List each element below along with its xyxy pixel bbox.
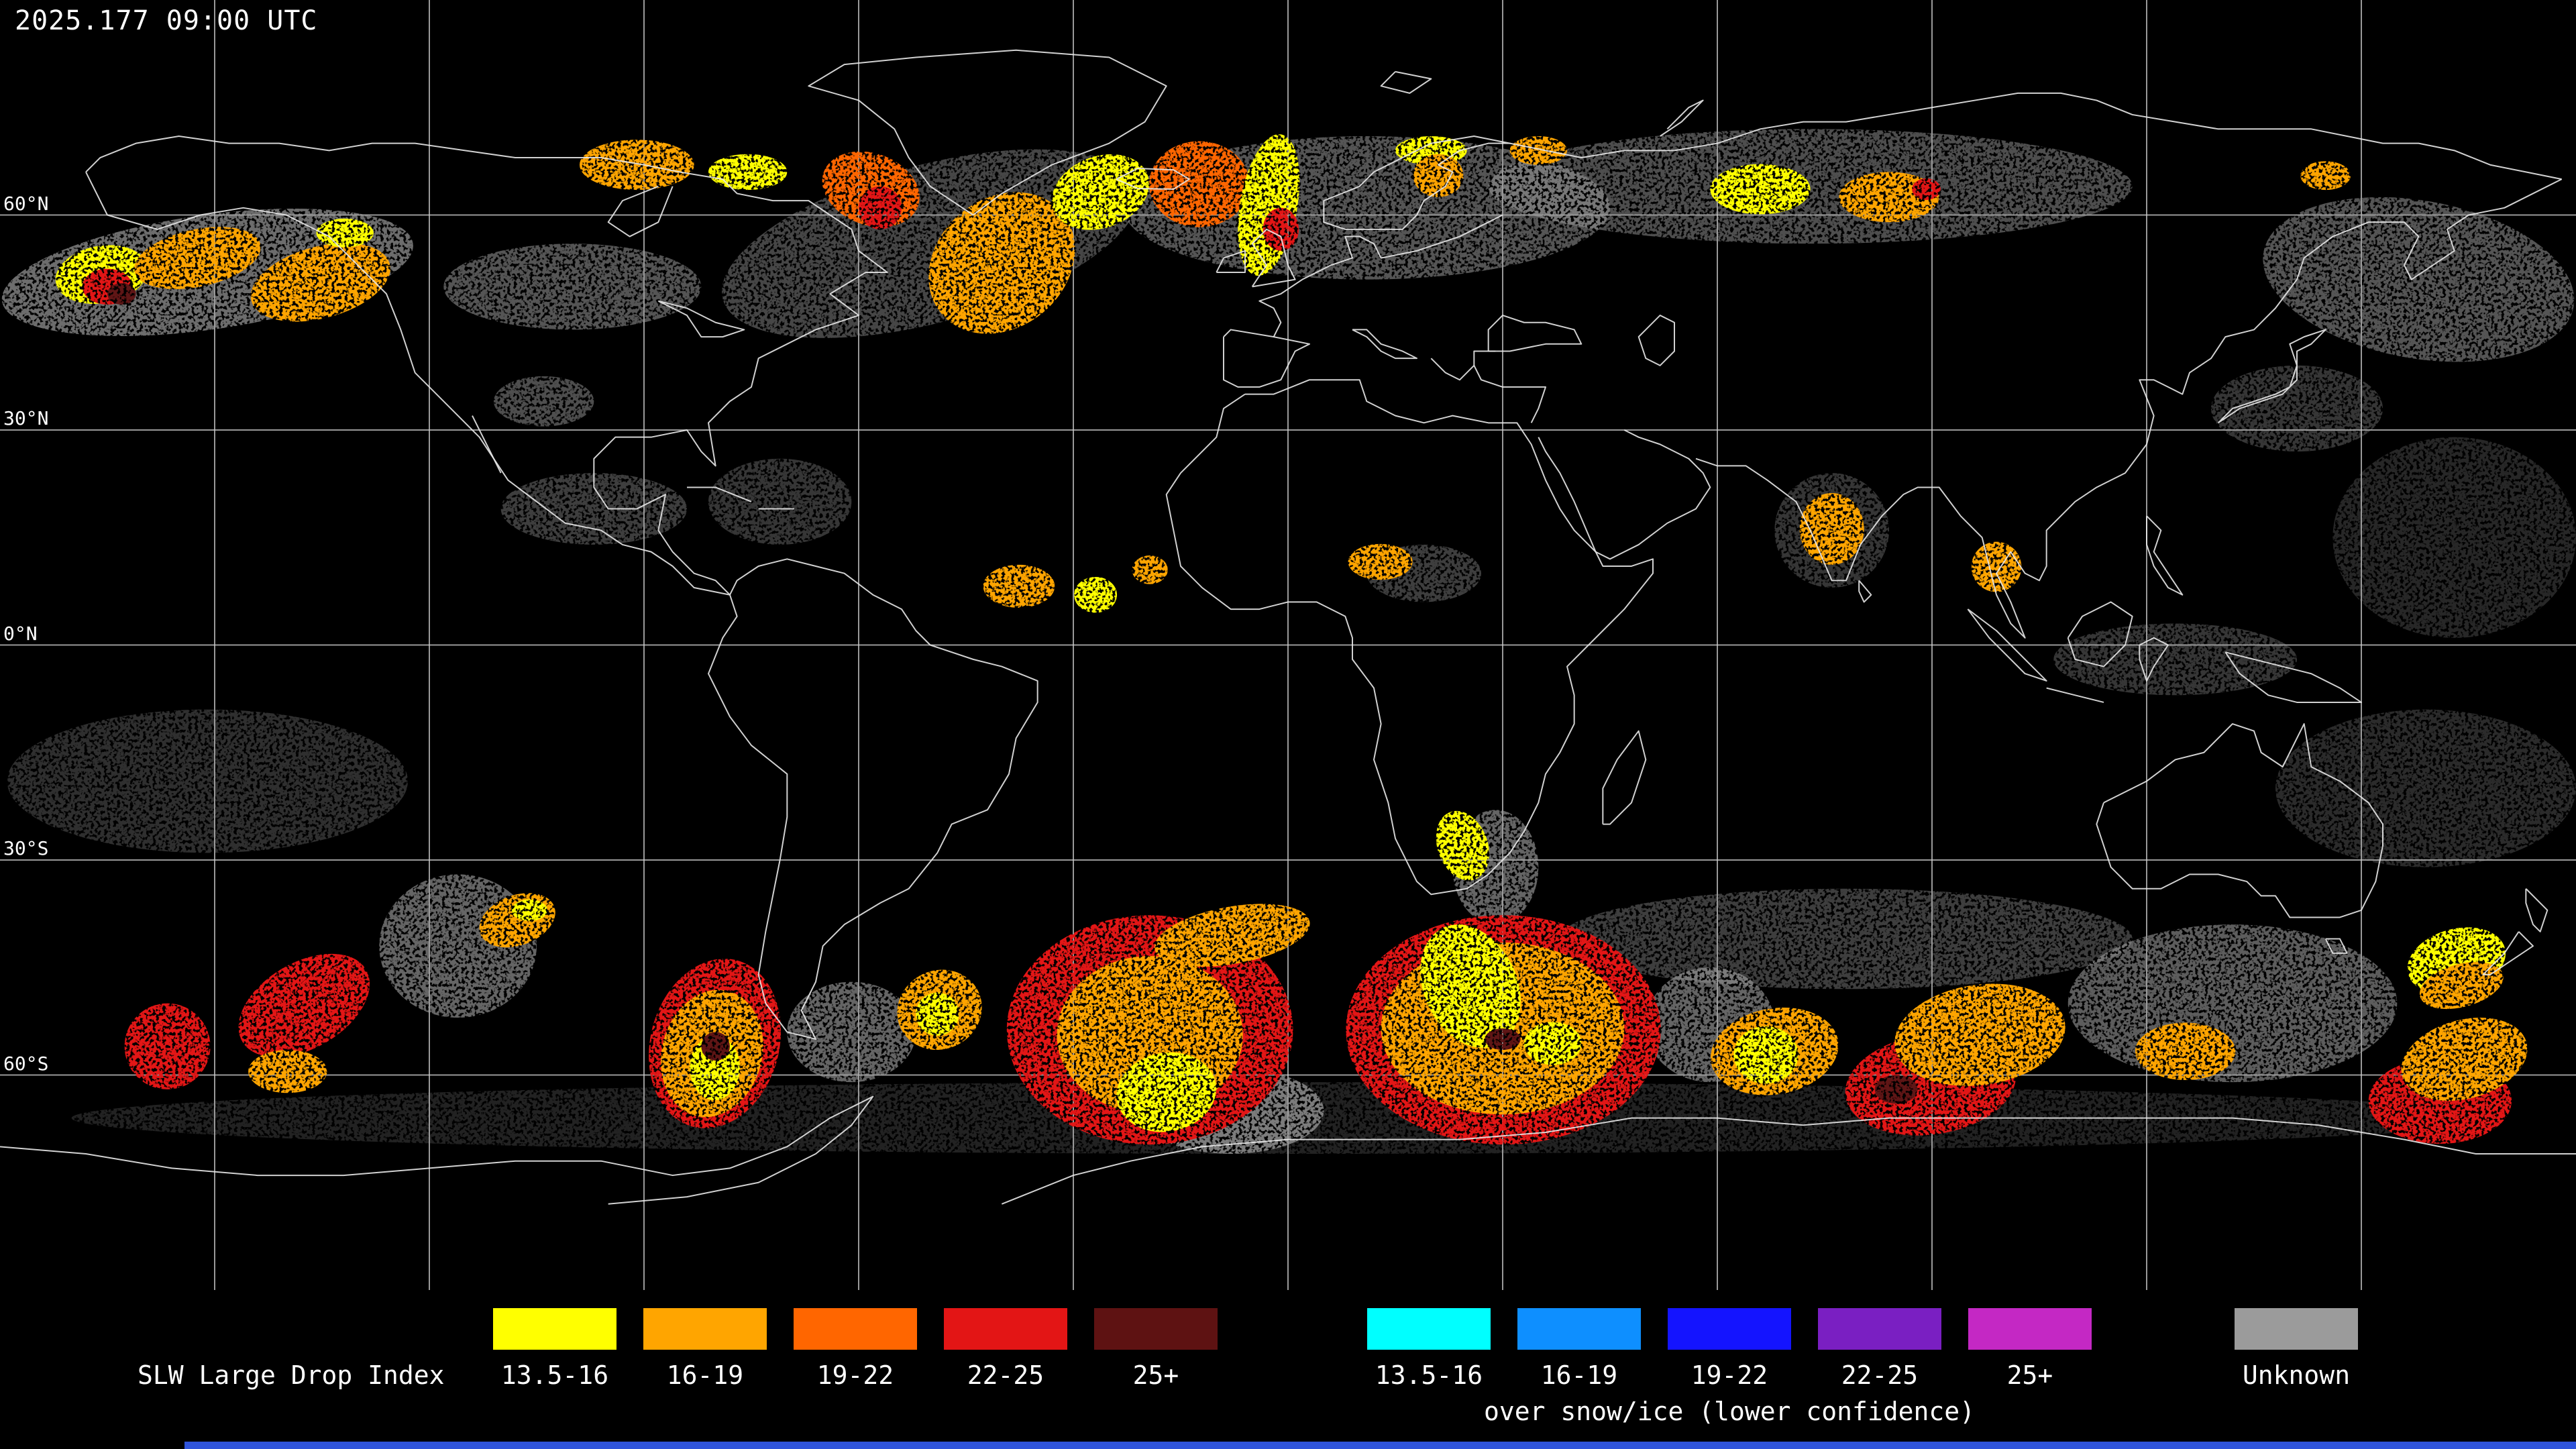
legend: SLW Large Drop Index 13.5-16 16-19 19-22 22… [0, 1290, 2576, 1449]
legend-bins-normal: 13.5-16 16-19 19-22 22-25 25+ [493, 1308, 1218, 1390]
legend-ice-swatch [1818, 1308, 1941, 1350]
bottom-bar [184, 1442, 2576, 1449]
legend-label: 22-25 [967, 1360, 1044, 1390]
timestamp: 2025.177 09:00 UTC [15, 5, 318, 36]
legend-ice-label: 16-19 [1540, 1360, 1618, 1390]
legend-ice-label: 13.5-16 [1375, 1360, 1483, 1390]
legend-bins-snow-ice: 13.5-16 16-19 19-22 22-25 25+ [1367, 1308, 2092, 1390]
legend-ice-bin: 22-25 [1818, 1308, 1941, 1390]
legend-bin: 13.5-16 [493, 1308, 616, 1390]
legend-bin: 22-25 [944, 1308, 1067, 1390]
legend-ice-label: 22-25 [1841, 1360, 1919, 1390]
legend-swatch [794, 1308, 917, 1350]
legend-swatch [944, 1308, 1067, 1350]
legend-label: 19-22 [816, 1360, 894, 1390]
legend-unknown-swatch [2235, 1308, 2358, 1350]
legend-label: 16-19 [666, 1360, 744, 1390]
legend-ice-bin: 19-22 [1668, 1308, 1791, 1390]
latitude-label: 30°N [3, 407, 49, 429]
snow-ice-note: over snow/ice (lower confidence) [1483, 1397, 1976, 1426]
legend-label: 13.5-16 [500, 1360, 609, 1390]
legend-ice-bin: 25+ [1968, 1308, 2092, 1390]
coastlines [0, 50, 2576, 1204]
slw-data-overlay [1, 129, 2576, 1155]
latitude-label: 60°N [3, 192, 49, 215]
legend-unknown-bin: Unknown [2235, 1308, 2358, 1390]
legend-ice-swatch [1668, 1308, 1791, 1350]
legend-label: 25+ [1132, 1360, 1179, 1390]
legend-ice-label: 19-22 [1690, 1360, 1768, 1390]
legend-bin: 25+ [1094, 1308, 1218, 1390]
latitude-label: 60°S [3, 1052, 49, 1075]
legend-ice-swatch [1968, 1308, 2092, 1350]
legend-ice-bin: 16-19 [1517, 1308, 1641, 1390]
legend-swatch [643, 1308, 767, 1350]
latitude-label: 0°N [3, 622, 38, 645]
legend-swatch [1094, 1308, 1218, 1350]
world-map: 60°N 30°N 0°N 30°S 60°S [0, 0, 2576, 1290]
legend-bin: 19-22 [794, 1308, 917, 1390]
legend-ice-swatch [1367, 1308, 1491, 1350]
legend-ice-swatch [1517, 1308, 1641, 1350]
legend-title: SLW Large Drop Index [138, 1360, 445, 1390]
map-svg [0, 0, 2576, 1290]
legend-unknown-label: Unknown [2242, 1360, 2351, 1390]
legend-ice-bin: 13.5-16 [1367, 1308, 1491, 1390]
legend-ice-label: 25+ [2006, 1360, 2053, 1390]
legend-swatch [493, 1308, 616, 1350]
legend-bin: 16-19 [643, 1308, 767, 1390]
latitude-label: 30°S [3, 837, 49, 859]
